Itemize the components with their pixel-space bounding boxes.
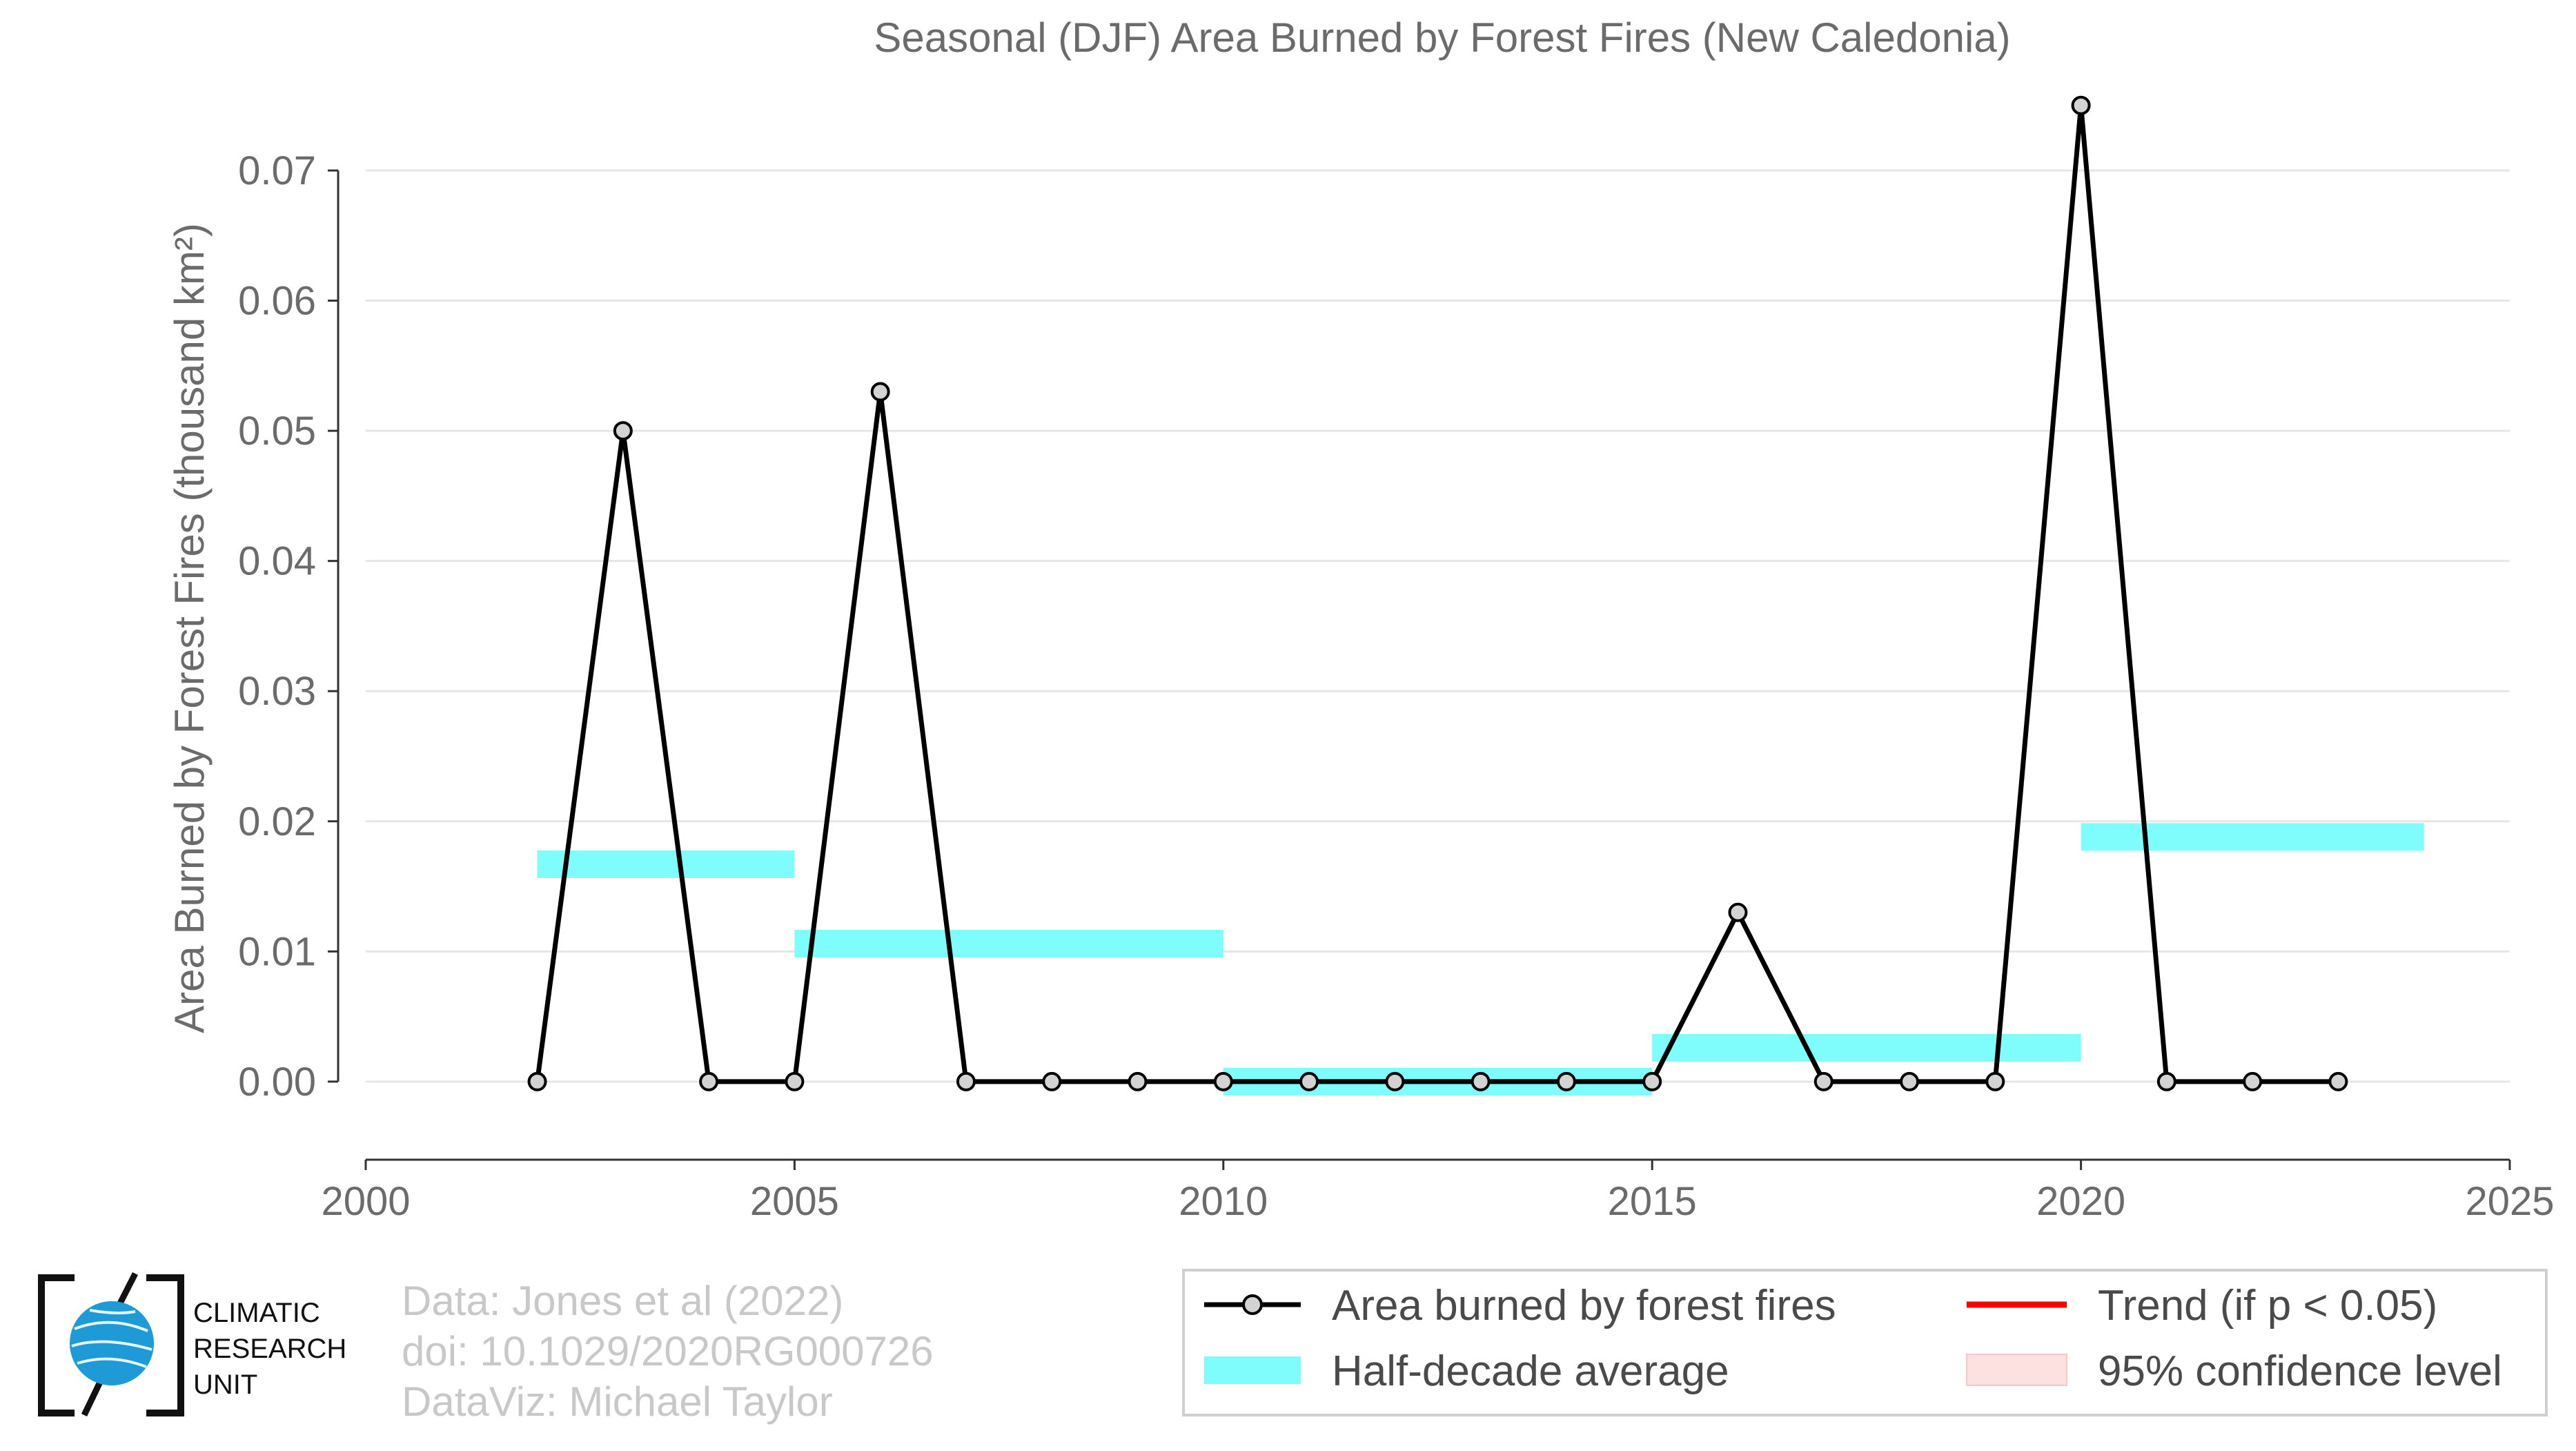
logo-line1: CLIMATIC bbox=[193, 1298, 320, 1328]
legend-swatch-band bbox=[1204, 1356, 1301, 1384]
x-tick-label-4: 2020 bbox=[2036, 1179, 2125, 1224]
data-point-2006 bbox=[870, 382, 890, 402]
data-point-2003 bbox=[613, 421, 633, 441]
credit-doi: doi: 10.1029/2020RG000726 bbox=[402, 1328, 934, 1374]
x-tick-label-3: 2015 bbox=[1608, 1179, 1697, 1224]
y-tick-label-6: 0.06 bbox=[238, 279, 316, 324]
globe-icon bbox=[70, 1301, 154, 1385]
data-point-2012 bbox=[1385, 1071, 1405, 1091]
data-point-2016 bbox=[1728, 902, 1748, 922]
cru-logo: CLIMATIC RESEARCH UNIT bbox=[38, 1272, 346, 1416]
legend: Area burned by forest fires Half-decade … bbox=[1182, 1269, 2548, 1416]
half-decade-bands bbox=[537, 823, 2424, 1095]
data-point-2010 bbox=[1213, 1071, 1233, 1091]
y-axis-label: Area Burned by Forest Fires (thousand km… bbox=[166, 223, 213, 1033]
credit-dataviz: DataViz: Michael Taylor bbox=[402, 1379, 833, 1425]
legend-label-trend: Trend (if p < 0.05) bbox=[2098, 1282, 2437, 1330]
chart-title: Seasonal (DJF) Area Burned by Forest Fir… bbox=[874, 14, 2010, 61]
x-tick-label-0: 2000 bbox=[321, 1179, 410, 1224]
y-tick-label-5: 0.05 bbox=[238, 409, 316, 454]
x-tick-label-5: 2025 bbox=[2465, 1179, 2554, 1224]
y-tick-label-7: 0.07 bbox=[238, 148, 316, 193]
data-point-2021 bbox=[2156, 1071, 2176, 1091]
logo-line2: RESEARCH bbox=[193, 1334, 346, 1364]
series bbox=[527, 95, 2348, 1091]
data-point-2018 bbox=[1900, 1071, 1920, 1091]
data-point-2020 bbox=[2071, 95, 2091, 115]
half-decade-band-0 bbox=[537, 850, 795, 878]
data-point-2017 bbox=[1813, 1071, 1833, 1091]
half-decade-band-4 bbox=[2081, 823, 2424, 851]
y-tick-label-2: 0.02 bbox=[238, 799, 316, 844]
y-tick-label-4: 0.04 bbox=[238, 539, 316, 584]
logo-line3: UNIT bbox=[193, 1370, 257, 1400]
grid-lines bbox=[366, 169, 2510, 1083]
data-point-2022 bbox=[2243, 1071, 2263, 1091]
data-point-2023 bbox=[2328, 1071, 2348, 1091]
legend-label-average: Half-decade average bbox=[1332, 1347, 1729, 1395]
data-point-2002 bbox=[527, 1071, 547, 1091]
data-point-2005 bbox=[785, 1071, 805, 1091]
data-point-2014 bbox=[1556, 1071, 1576, 1091]
credit-data: Data: Jones et al (2022) bbox=[402, 1278, 843, 1324]
y-tick-label-1: 0.01 bbox=[238, 929, 316, 974]
y-tick-label-3: 0.03 bbox=[238, 669, 316, 714]
y-tick-label-0: 0.00 bbox=[238, 1060, 316, 1104]
legend-box bbox=[1182, 1269, 2548, 1416]
half-decade-band-1 bbox=[794, 930, 1223, 957]
data-point-2004 bbox=[699, 1071, 719, 1091]
series-line-0 bbox=[535, 105, 2339, 1084]
logo-bracket-right bbox=[146, 1274, 184, 1416]
data-point-2015 bbox=[1642, 1071, 1662, 1091]
data-point-2011 bbox=[1299, 1071, 1319, 1091]
axes: 0.00 0.01 0.02 0.03 0.04 0.05 0.06 0.07 2000 2005… bbox=[238, 148, 2554, 1224]
data-point-2008 bbox=[1042, 1071, 1062, 1091]
data-point-2007 bbox=[956, 1071, 976, 1091]
legend-swatch-confidence bbox=[1966, 1354, 2067, 1386]
data-point-2019 bbox=[1985, 1071, 2005, 1091]
logo-bracket-left bbox=[38, 1274, 75, 1416]
half-decade-band-3 bbox=[1652, 1033, 2081, 1062]
data-point-2009 bbox=[1128, 1071, 1148, 1091]
x-tick-label-1: 2005 bbox=[750, 1179, 839, 1224]
legend-swatch-marker bbox=[1242, 1294, 1263, 1315]
legend-label-series: Area burned by forest fires bbox=[1332, 1282, 1836, 1330]
legend-label-confidence: 95% confidence level bbox=[2098, 1347, 2502, 1395]
data-point-2013 bbox=[1471, 1071, 1491, 1091]
x-tick-label-2: 2010 bbox=[1179, 1179, 1268, 1224]
